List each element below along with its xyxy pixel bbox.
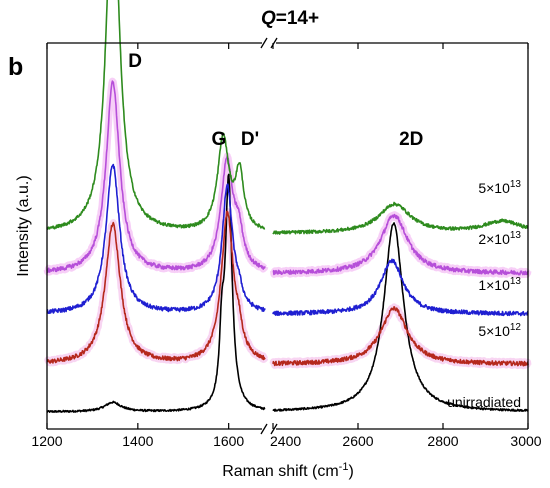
x-tick-label: 1600: [213, 433, 244, 449]
axis-break-bottom: [260, 423, 278, 435]
peak-labels: D G D' 2D: [128, 51, 423, 150]
panel-label: b: [8, 53, 23, 81]
x-axis-label: Raman shift (cm-1): [222, 461, 354, 480]
chart-title: Q=14+: [261, 8, 319, 29]
series-label: 5×1012: [478, 322, 521, 339]
series-label: unirradiated: [447, 394, 521, 410]
title-q: Q: [261, 8, 276, 29]
y-axis-label: Intensity (a.u.): [15, 175, 32, 276]
series-line-2-1: [272, 258, 529, 317]
x-tick-label: 2800: [427, 433, 458, 449]
series-line-3-1: [272, 213, 529, 276]
x-axis-label-sup: -1: [339, 461, 349, 473]
series-line-0-0: [46, 173, 266, 413]
axes-frame: [46, 42, 529, 430]
series-line-2-0: [46, 163, 266, 314]
x-tick-label: 1400: [122, 433, 153, 449]
series-line-1-1: [272, 306, 529, 367]
peak-label: D: [128, 51, 142, 72]
peak-label: D': [241, 129, 259, 150]
series-line-4-0: [46, 0, 266, 230]
x-axis-label-main: Raman shift (cm: [222, 463, 338, 480]
series-label: 5×1013: [478, 179, 521, 196]
series-label: 1×1013: [478, 276, 521, 293]
x-tick-label: 2600: [342, 433, 373, 449]
peak-label: 2D: [399, 129, 423, 150]
peak-label: G: [211, 129, 226, 150]
axis-break-top: [260, 37, 278, 49]
series-line-4-1: [272, 201, 529, 235]
x-tick-label: 3000: [510, 433, 541, 449]
x-ticks: 1200 1400 1600 2400 2600 2800 3000: [31, 43, 542, 449]
series-line-0-1: [272, 222, 529, 412]
series-lines: [46, 0, 529, 413]
series-label: 2×1013: [478, 230, 521, 247]
series-line-1-0: [46, 210, 266, 364]
x-axis-label-close: ): [348, 463, 353, 480]
title-rest: =14+: [276, 8, 319, 29]
x-tick-label: 2400: [270, 433, 301, 449]
series-labels: unirradiated 5×1012 1×1013 2×1013 5×1013: [447, 179, 521, 410]
x-tick-label: 1200: [31, 433, 62, 449]
